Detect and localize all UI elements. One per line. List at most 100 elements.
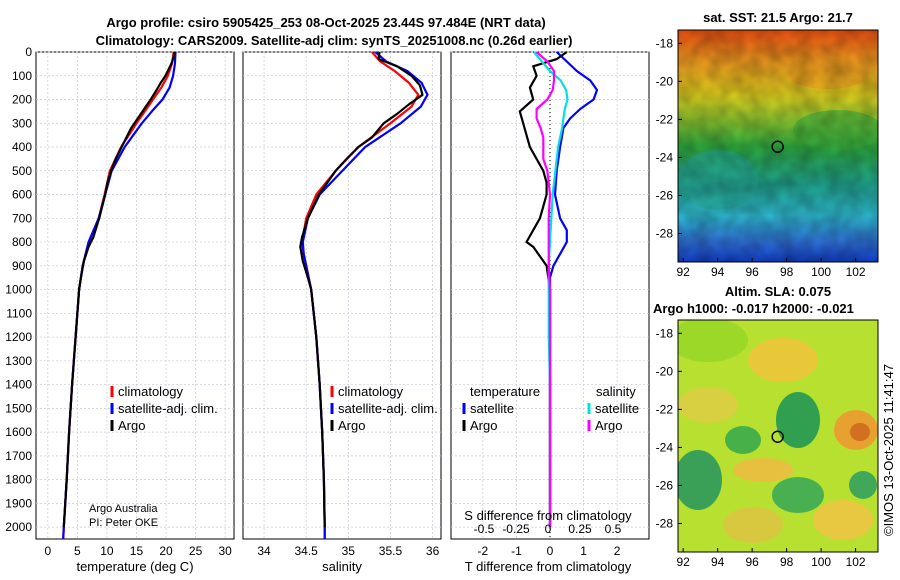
sla-map-subtitle: Argo h1000: -0.017 h2000: -0.021	[653, 301, 854, 316]
s-tick-label: -0.5	[474, 522, 495, 536]
depth-tick-label: 700	[12, 211, 32, 225]
depth-tick-label: 900	[12, 259, 32, 273]
sst-map-frame	[677, 29, 879, 263]
map-y-tick-label: -26	[656, 478, 674, 492]
copyright-stamp: ©IMOS 13-Oct-2025 11:41:47	[881, 364, 896, 536]
map-x-tick-label: 102	[846, 265, 866, 279]
series-line	[299, 51, 424, 528]
s-difference-xlabel: S difference from climatology	[464, 508, 632, 523]
depth-tick-label: 1900	[5, 496, 32, 510]
x-tick-label: 36	[426, 544, 440, 558]
legend-satellite-label: satellite-adj. clim.	[338, 401, 438, 416]
argo-position-marker	[771, 140, 784, 153]
depth-tick-label: 1600	[5, 425, 32, 439]
map-x-tick-label: 98	[780, 265, 794, 279]
sla-feature	[725, 426, 761, 454]
sla-feature	[733, 458, 793, 482]
depth-tick-label: 1500	[5, 401, 32, 415]
legend-t-satellite-label: satellite	[470, 401, 514, 416]
temperature-xlabel: temperature (deg C)	[76, 559, 193, 574]
sla-feature	[813, 500, 873, 540]
legend-argo-label: Argo	[338, 418, 365, 433]
salinity-plot-frame	[242, 51, 442, 540]
depth-tick-label: 1800	[5, 473, 32, 487]
depth-tick-label: 200	[12, 93, 32, 107]
series-line	[535, 51, 556, 528]
argo-position-marker	[771, 430, 784, 443]
credit-line2: PI: Peter OKE	[89, 517, 158, 529]
sst-map	[678, 30, 878, 262]
sla-map-frame	[677, 319, 879, 553]
x-tick-label: 2	[614, 544, 621, 558]
profile-lines	[62, 51, 599, 540]
depth-tick-label: 1200	[5, 330, 32, 344]
sla-feature	[850, 423, 870, 441]
map-x-tick-label: 96	[745, 265, 759, 279]
map-x-tick-label: 96	[745, 555, 759, 569]
x-tick-label: 34	[257, 544, 271, 558]
sst-texture	[678, 30, 878, 262]
legend-t-argo-label: Argo	[470, 418, 497, 433]
x-tick-label: 1	[580, 544, 587, 558]
depth-tick-label: 1300	[5, 354, 32, 368]
sla-map	[678, 320, 878, 552]
map-x-tick-label: 98	[780, 555, 794, 569]
map-x-tick-label: 94	[711, 265, 725, 279]
depth-tick-label: 0	[25, 45, 32, 59]
figure-title-line1: Argo profile: csiro 5905425_253 08-Oct-2…	[106, 15, 545, 30]
map-y-tick-label: -28	[656, 516, 674, 530]
s-difference-ticks: -0.5 -0.25 0 0.25 0.5	[474, 522, 622, 536]
grid-lines	[36, 51, 649, 539]
s-tick-label: 0.25	[568, 522, 592, 536]
legend-temperature-heading: temperature	[470, 384, 540, 399]
depth-axis: 0 100 200 300 400 500 600 700 800 900 1000 1100 1200…	[5, 45, 32, 534]
x-tick-label: 20	[159, 544, 173, 558]
map-x-tick-label: 94	[711, 555, 725, 569]
legend-climatology-label: climatology	[118, 384, 184, 399]
x-tick-label: 10	[100, 544, 114, 558]
salinity-legend: climatology satellite-adj. clim. Argo	[330, 384, 438, 433]
x-tick-label: 0	[547, 544, 554, 558]
map-y-tick-label: -28	[656, 226, 674, 240]
depth-tick-label: 1400	[5, 378, 32, 392]
sla-feature	[776, 392, 820, 448]
map-x-tick-label: 100	[811, 555, 831, 569]
x-tick-label: -1	[511, 544, 522, 558]
depth-tick-label: 1700	[5, 449, 32, 463]
difference-legend: temperature satellite Argo salinity sate…	[462, 384, 639, 433]
depth-tick-label: 600	[12, 188, 32, 202]
s-tick-label: -0.25	[502, 522, 530, 536]
depth-tick-label: 1000	[5, 283, 32, 297]
salinity-xlabel: salinity	[322, 559, 362, 574]
s-tick-label: 0.5	[605, 522, 622, 536]
legend-climatology-label: climatology	[338, 384, 404, 399]
map-y-tick-label: -24	[656, 440, 674, 454]
x-tick-label: 30	[218, 544, 232, 558]
legend-s-satellite-label: satellite	[595, 401, 639, 416]
t-difference-xlabel: T difference from climatology	[465, 559, 632, 574]
credit-line1: Argo Australia	[89, 503, 158, 515]
map-x-tick-label: 92	[676, 265, 690, 279]
map-axes: 92 94 96 98 100 102 -18 -20 -22 -24 -26 -28 92 94 96 98…	[656, 36, 866, 569]
sla-feature	[678, 450, 722, 510]
map-y-tick-label: -20	[656, 364, 674, 378]
sla-map-title: Altim. SLA: 0.075	[725, 284, 831, 299]
map-y-tick-label: -18	[656, 326, 674, 340]
x-tick-label: 0	[44, 544, 51, 558]
figure-title-line2: Climatology: CARS2009. Satellite-adj cli…	[96, 33, 573, 48]
depth-tick-label: 1100	[6, 306, 32, 320]
legend-salinity-heading: salinity	[596, 384, 636, 399]
x-tick-label: 35	[342, 544, 356, 558]
map-y-tick-label: -18	[656, 36, 674, 50]
sla-feature	[849, 471, 877, 499]
map-y-tick-label: -26	[656, 188, 674, 202]
sla-feature	[678, 320, 748, 362]
depth-tick-label: 100	[12, 69, 32, 83]
s-tick-label: 0	[545, 522, 552, 536]
depth-tick-label: 800	[12, 235, 32, 249]
map-y-tick-label: -24	[656, 150, 674, 164]
legend-s-argo-label: Argo	[595, 418, 622, 433]
sla-feature	[723, 507, 783, 543]
map-y-tick-label: -20	[656, 74, 674, 88]
